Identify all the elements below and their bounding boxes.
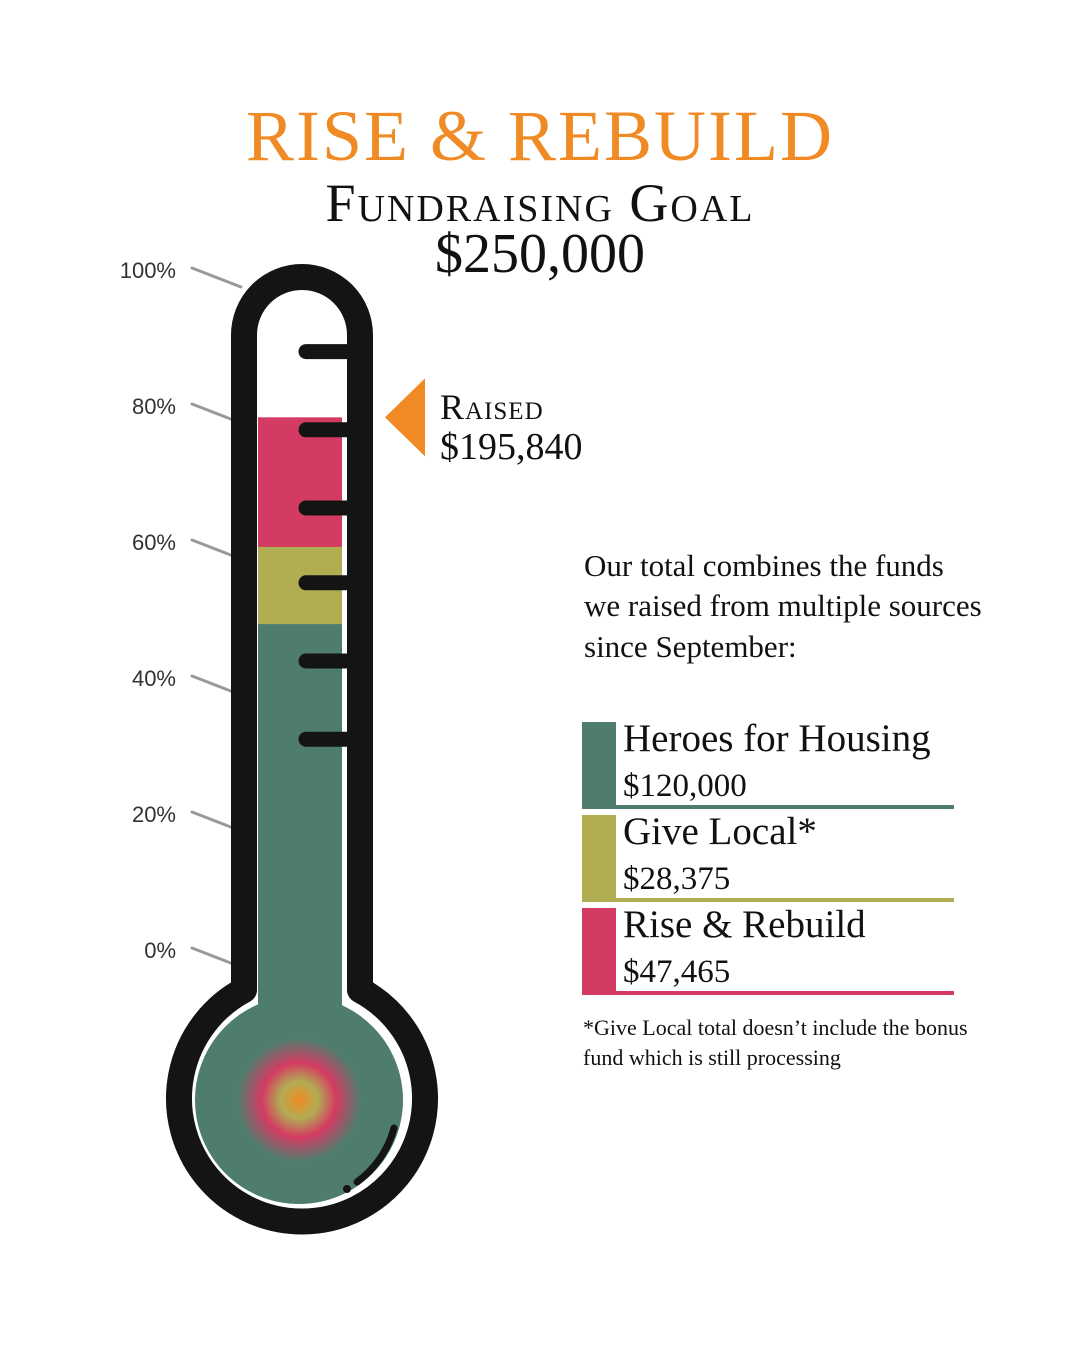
legend-value: $47,465 [623,954,731,990]
thermometer-fill [195,417,403,1204]
page-subtitle: Fundraising Goal [325,173,755,233]
explanation-text: Our total combines the funds we raised f… [584,548,982,664]
scale-label: 100% [120,258,176,283]
raised-label: Raised [440,387,544,427]
thermometer-tube-outline [166,264,438,1235]
legend-swatch [582,722,616,809]
scale-label: 0% [144,938,176,963]
legend: Heroes for Housing $120,000 Give Local* … [582,717,954,1001]
scale-label: 40% [132,666,176,691]
legend-swatch [582,908,616,995]
legend-swatch [582,815,616,902]
legend-name: Rise & Rebuild [623,903,866,946]
legend-value: $28,375 [623,861,731,897]
legend-item: Heroes for Housing $120,000 [582,717,954,809]
bulb-glow [237,1038,361,1162]
bulb-highlight-dot [343,1185,351,1193]
legend-value: $120,000 [623,768,747,804]
fill-segment [258,623,342,951]
scale-label: 20% [132,802,176,827]
raised-amount: $195,840 [440,425,583,468]
scale-label: 60% [132,530,176,555]
fill-segment [258,417,342,547]
scale-label: 80% [132,394,176,419]
scale-leader-line [190,266,243,289]
legend-item: Give Local* $28,375 [582,810,954,902]
footnote: *Give Local total doesn’t include the bo… [583,1015,968,1071]
legend-item: Rise & Rebuild $47,465 [582,903,954,995]
goal-amount: $250,000 [435,223,645,285]
tube-ticks [298,344,368,747]
legend-name: Give Local* [623,810,817,853]
legend-name: Heroes for Housing [623,717,931,760]
raised-arrow-marker [385,378,425,457]
scale-axis: 100% 80% 60% 40% 20% 0% [120,258,243,969]
page-title: RISE & REBUILD [245,96,834,176]
raised-callout: Raised $195,840 [440,388,583,468]
bulb-highlight [353,1124,398,1186]
thermometer-outline [166,264,438,1235]
